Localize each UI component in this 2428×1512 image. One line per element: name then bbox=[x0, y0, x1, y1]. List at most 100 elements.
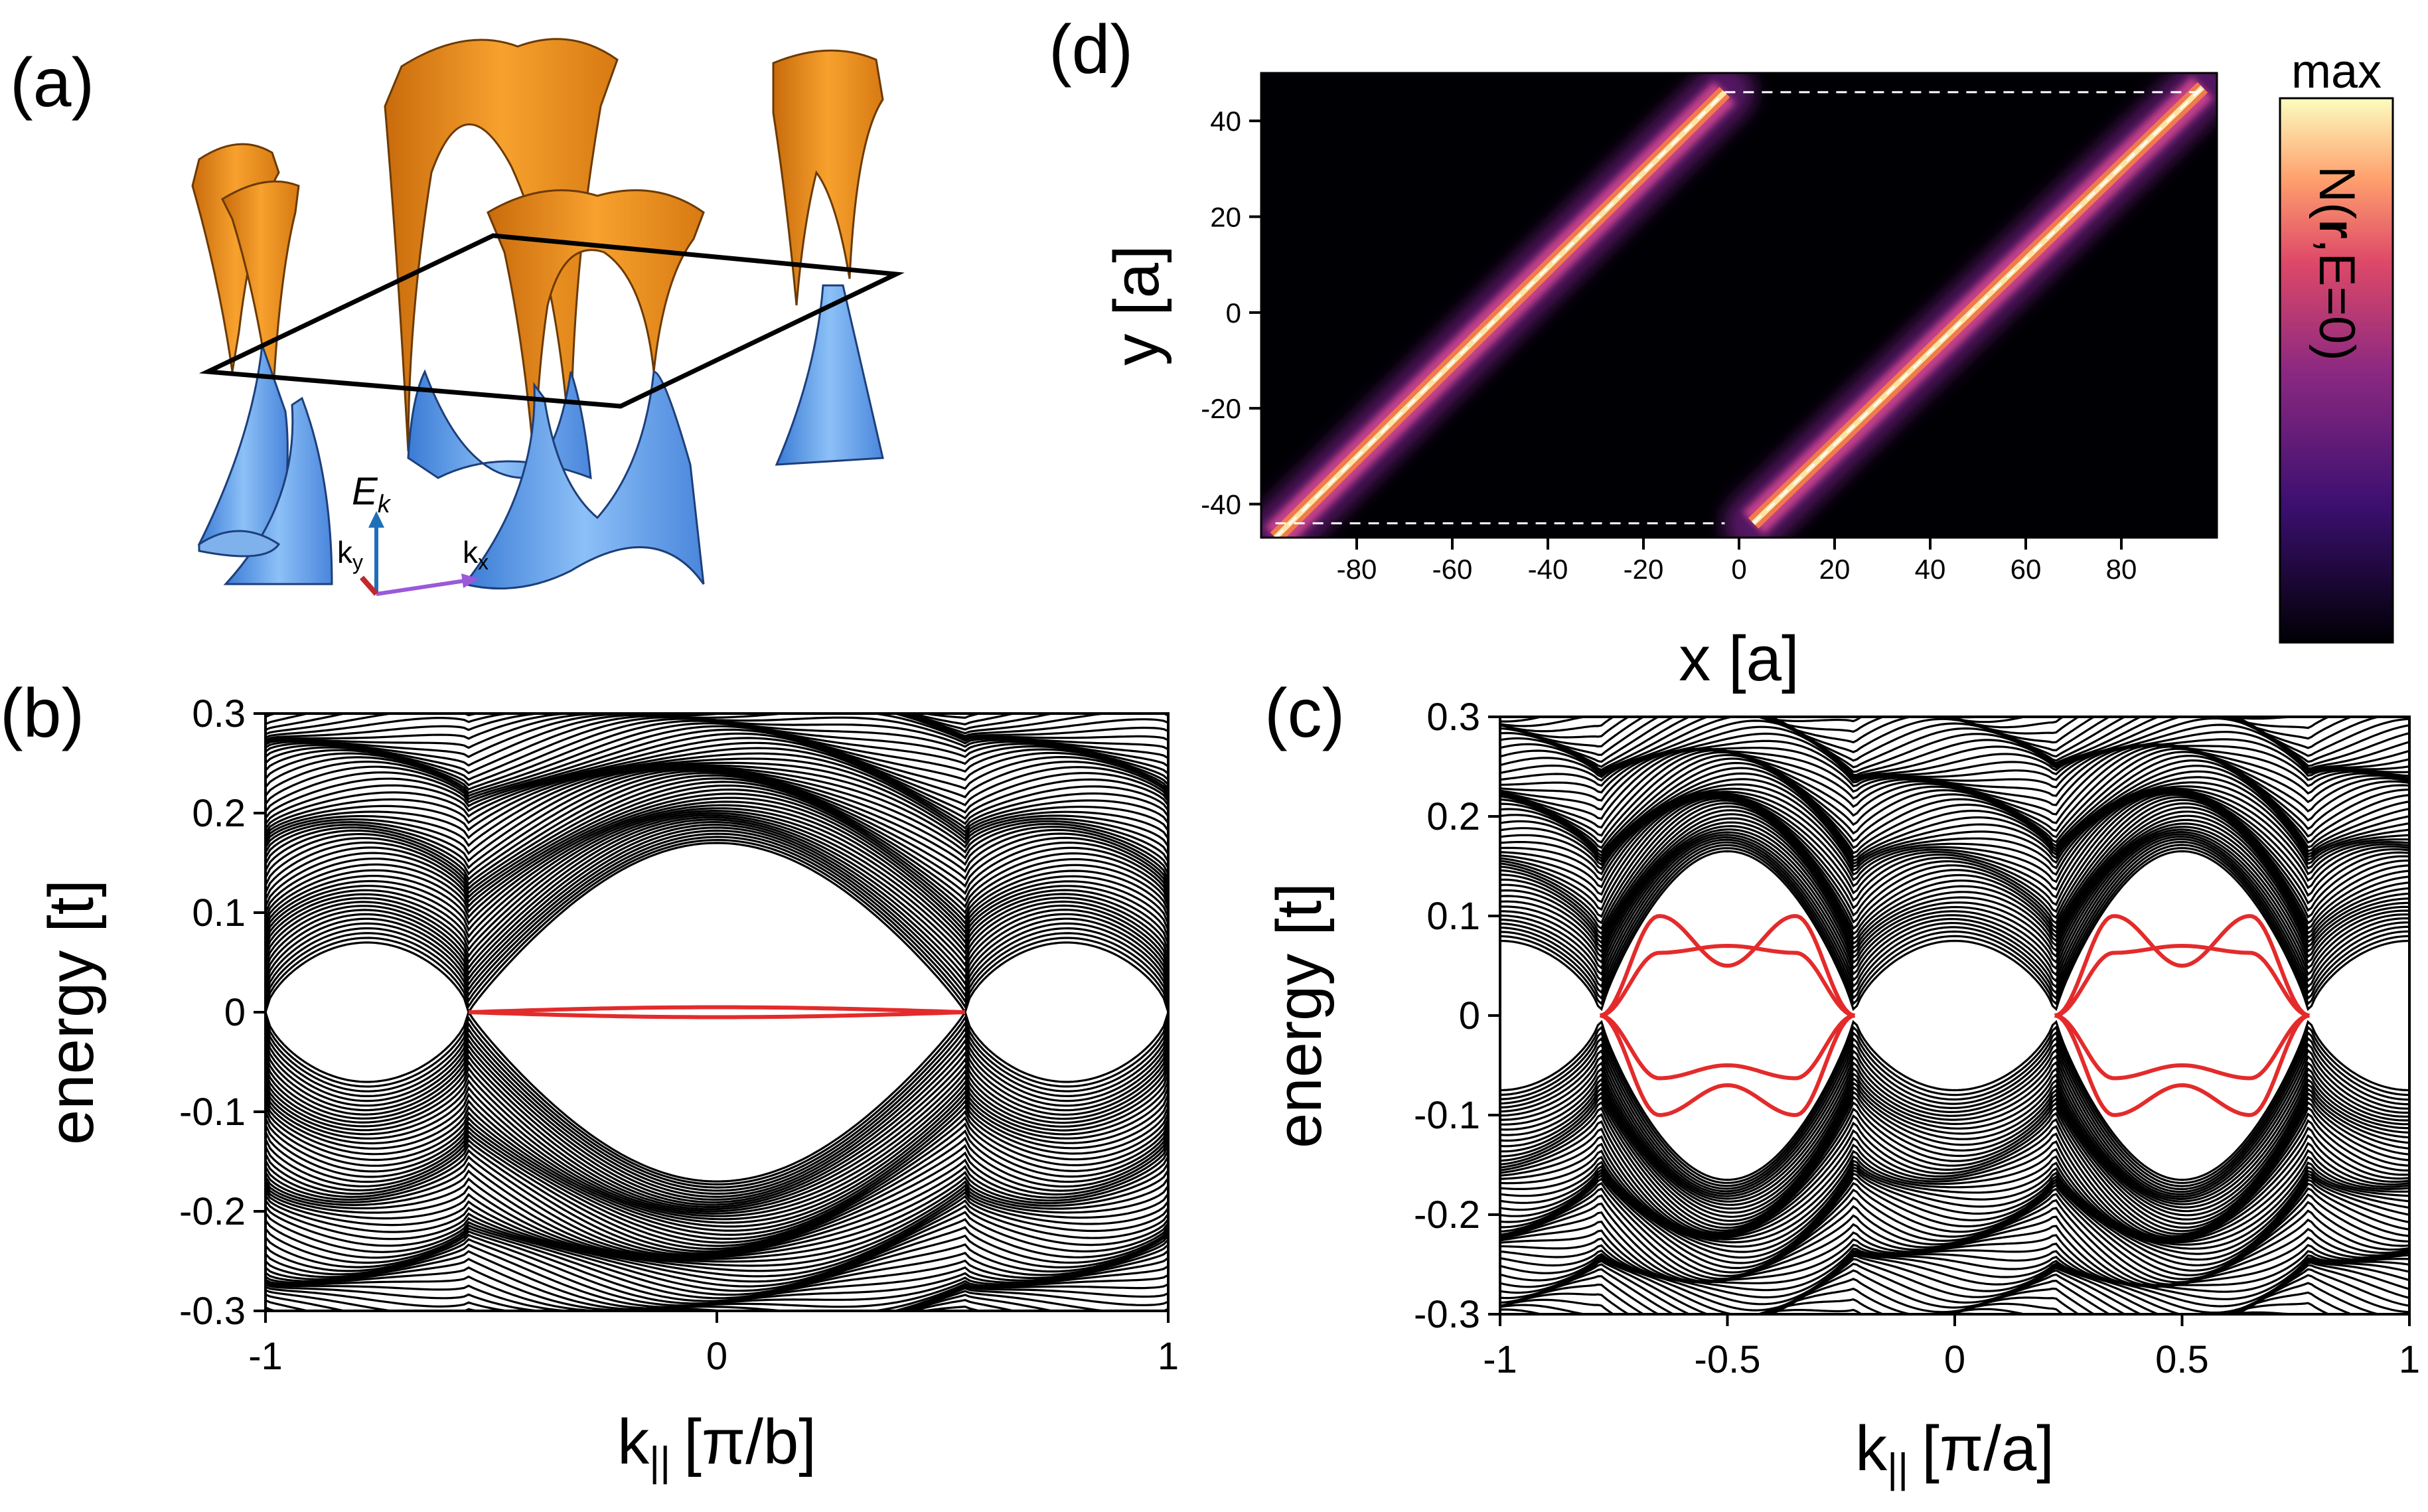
d-ytick-label: 40 bbox=[1210, 106, 1241, 137]
upper-band-surface bbox=[191, 38, 884, 465]
c-bulk-band-line bbox=[1500, 787, 2409, 876]
c-bulk-band-line bbox=[1500, 1048, 2409, 1195]
c-bulk-band-line bbox=[1500, 847, 2409, 1006]
lower-band-left-base bbox=[198, 530, 281, 558]
b-bulk-band-line bbox=[266, 757, 1168, 838]
d-xtick-label: 0 bbox=[1731, 554, 1746, 585]
c-bulk-band-line bbox=[1500, 805, 2409, 936]
c-xtick-label: -1 bbox=[1483, 1338, 1517, 1381]
c-bulk-band-line bbox=[1500, 798, 2409, 925]
ky-arrow bbox=[359, 575, 379, 596]
b-bulk-band-line bbox=[266, 839, 1168, 1010]
b-bulk-band-line bbox=[266, 1183, 1168, 1263]
b-bulk-band-line bbox=[266, 764, 1168, 848]
panel-d: (d) -80 -60 -40 -20 0 20 40 60 80 40 20 0 -20 -40 x [… bbox=[1049, 11, 2394, 694]
d-xlabel: x [a] bbox=[1679, 623, 1799, 694]
c-edge-state-line bbox=[1600, 914, 1855, 1018]
c-ytick-label: 0.1 bbox=[1426, 895, 1480, 938]
panel-b-label: (b) bbox=[0, 675, 84, 752]
c-bulk-band-line bbox=[1500, 1308, 2030, 1314]
b-bulk-band-line bbox=[266, 677, 1168, 710]
b-bulk-band-line bbox=[266, 1286, 1168, 1311]
c-bulk-band-line bbox=[1500, 1077, 2409, 1210]
ek-arrow-head bbox=[368, 511, 384, 528]
b-bulk-band-line bbox=[266, 1293, 1058, 1311]
c-bulk-band-line bbox=[1500, 821, 2409, 954]
lower-band-arch bbox=[407, 369, 592, 480]
b-xtick-label: 1 bbox=[1158, 1335, 1179, 1378]
b-bulk-band-line bbox=[266, 1110, 1168, 1237]
d-xtick-label: -20 bbox=[1624, 554, 1664, 585]
b-bulk-band-line bbox=[266, 785, 1168, 909]
c-bulk-band-line bbox=[1500, 828, 2409, 964]
panel-c-label: (c) bbox=[1264, 675, 1345, 752]
b-bulk-band-line bbox=[266, 788, 1168, 915]
c-bulk-band-line bbox=[1500, 719, 2409, 779]
b-bulk-band-line bbox=[266, 1026, 1168, 1192]
d-xtick-label: 60 bbox=[2011, 554, 2042, 585]
c-edge-state-line bbox=[2054, 914, 2310, 1018]
b-ytick-label: -0.1 bbox=[179, 1091, 246, 1134]
b-bulk-band-line bbox=[266, 674, 1168, 704]
b-bulk-band-line bbox=[266, 1218, 1168, 1296]
b-bulk-band-line bbox=[266, 665, 1168, 691]
lower-band-center bbox=[463, 370, 705, 590]
b-bulk-band-line bbox=[266, 1099, 1168, 1228]
c-bands bbox=[1500, 666, 2409, 1314]
c-bulk-band-line bbox=[1500, 1124, 2409, 1239]
c-bulk-band-line bbox=[1500, 1086, 2409, 1218]
c-bulk-band-line bbox=[1500, 1199, 2409, 1286]
b-xtick-label: 0 bbox=[706, 1335, 727, 1378]
panel-d-label: (d) bbox=[1049, 11, 1133, 88]
b-bulk-band-line bbox=[266, 668, 1168, 696]
heatmap-outline bbox=[1275, 91, 2198, 524]
c-bulk-band-line bbox=[1500, 844, 2409, 1000]
b-bulk-band-line bbox=[266, 816, 1168, 964]
c-bulk-band-line bbox=[1500, 789, 2409, 883]
panel-a-label: (a) bbox=[10, 44, 94, 121]
b-bulk-band-line bbox=[266, 1066, 1168, 1211]
c-bulk-band-line bbox=[1500, 793, 2409, 913]
c-bulk-band-line bbox=[1500, 1118, 2409, 1238]
c-bulk-band-line bbox=[1500, 725, 2409, 780]
c-bulk-band-line bbox=[1500, 1067, 2409, 1203]
c-bulk-band-line bbox=[1500, 717, 1986, 719]
c-bulk-band-line bbox=[1500, 1081, 2409, 1214]
c-bulk-band-line bbox=[1500, 1025, 2409, 1184]
c-xtick-label: 0.5 bbox=[2155, 1338, 2209, 1381]
c-bulk-band-line bbox=[1500, 717, 2332, 735]
c-bulk-band-line bbox=[1500, 790, 2409, 891]
panel-a: (a) Ek ky kx bbox=[10, 38, 905, 596]
b-bulk-band-line bbox=[266, 1021, 1168, 1189]
c-bulk-band-line bbox=[1500, 796, 2409, 919]
c-bulk-band-line bbox=[1500, 666, 2409, 697]
b-bulk-band-line bbox=[266, 1177, 1168, 1260]
colorbar-gradient bbox=[2279, 97, 2394, 644]
c-edge-state-line bbox=[2054, 1014, 2310, 1118]
b-bulk-band-line bbox=[266, 1079, 1168, 1215]
b-bulk-band-line bbox=[266, 796, 1168, 925]
b-bulk-band-line bbox=[266, 1116, 1168, 1240]
c-ytick-label: 0.3 bbox=[1426, 696, 1480, 739]
d-ytick-label: 20 bbox=[1210, 201, 1241, 232]
c-bulk-band-line bbox=[1500, 772, 2409, 866]
axis-arrows: Ek ky kx bbox=[337, 470, 489, 596]
c-bulk-band-line bbox=[1500, 1095, 2409, 1226]
b-bulk-band-line bbox=[266, 1134, 1168, 1250]
b-axes: -1 0 1 0.3 0.2 0.1 0 -0.1 -0.2 -0.3 bbox=[179, 692, 1179, 1378]
b-bulk-band-line bbox=[266, 1090, 1168, 1221]
d-ylabel: y [a] bbox=[1101, 245, 1172, 365]
b-bulk-band-line bbox=[266, 1204, 1168, 1288]
b-edge-state-lower bbox=[468, 1010, 966, 1020]
c-bulk-band-line bbox=[1500, 809, 2409, 941]
c-bulk-band-line bbox=[1500, 783, 2409, 872]
d-ytick-label: 0 bbox=[1226, 297, 1241, 329]
c-bulk-band-line bbox=[1500, 1192, 2409, 1284]
c-bulk-band-line bbox=[1500, 747, 2409, 839]
c-bulk-band-line bbox=[1500, 1163, 2409, 1253]
upper-band-cone-2 bbox=[221, 180, 300, 412]
ek-label: Ek bbox=[352, 470, 392, 518]
kx-arrow-head bbox=[461, 573, 479, 588]
b-bulk-band-line bbox=[266, 1104, 1168, 1232]
c-bulk-band-line bbox=[1500, 1100, 2409, 1229]
